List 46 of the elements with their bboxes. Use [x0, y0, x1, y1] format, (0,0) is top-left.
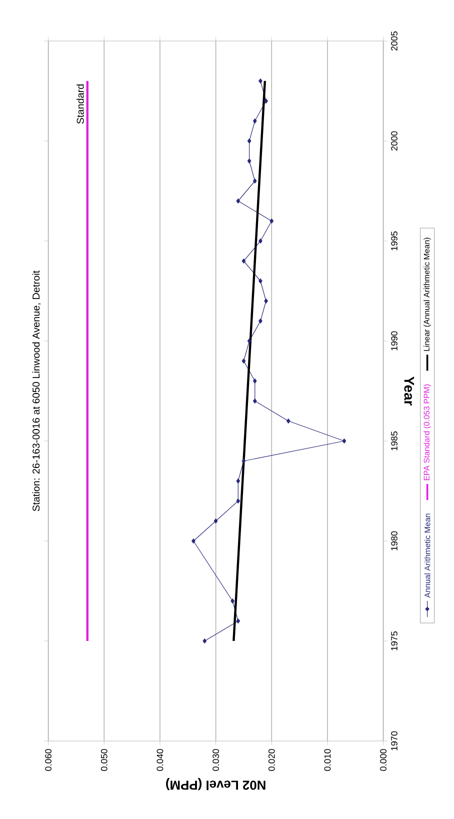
y-axis-title: Year: [404, 376, 414, 406]
point: [258, 238, 262, 244]
point: [258, 318, 262, 324]
point: [252, 398, 257, 404]
point: [230, 598, 234, 604]
point: [247, 138, 252, 144]
point: [242, 458, 246, 464]
y-tick-label: 1980: [390, 531, 398, 550]
point: [270, 218, 274, 224]
point: [236, 498, 240, 504]
y-tick-label: 2000: [390, 131, 398, 151]
point: [286, 418, 290, 424]
x-tick-label: 0.040: [156, 749, 164, 771]
x-tick-label: 0.020: [268, 749, 275, 771]
point: [191, 538, 196, 544]
x-tick-label: 0.050: [100, 749, 108, 771]
point: [202, 638, 206, 644]
y-tick-label: 1990: [390, 331, 398, 350]
point: [236, 478, 240, 484]
point: [214, 518, 218, 524]
y-tick-label: 1985: [390, 431, 398, 450]
point: [258, 278, 262, 284]
x-tick-label: 0.060: [44, 749, 52, 771]
point: [242, 258, 246, 264]
point: [242, 358, 246, 364]
y-tick-label: 1975: [390, 631, 398, 650]
point: [264, 298, 268, 304]
point: [252, 178, 257, 184]
point: [247, 338, 252, 344]
annotation: Standard: [76, 84, 84, 124]
y-tick-label: 2005: [390, 31, 398, 51]
point: [236, 618, 240, 624]
x-tick-label: 0.010: [324, 749, 331, 771]
x-tick-label: 0.030: [212, 749, 219, 771]
point: [252, 118, 257, 124]
point: [264, 98, 268, 104]
y-tick-label: 1995: [390, 231, 398, 250]
point: [252, 378, 257, 384]
text: Station: 26-163-0016 at 6050 Linwood Avenue, Detroit: [32, 270, 41, 512]
point: [247, 158, 252, 164]
point: [342, 438, 346, 444]
point: [236, 198, 240, 204]
x-axis-title: N02 Level (PPM): [166, 778, 266, 790]
x-tick-label: 0.000: [380, 749, 386, 771]
y-tick-label: 1970: [390, 731, 398, 750]
point: [258, 78, 262, 84]
